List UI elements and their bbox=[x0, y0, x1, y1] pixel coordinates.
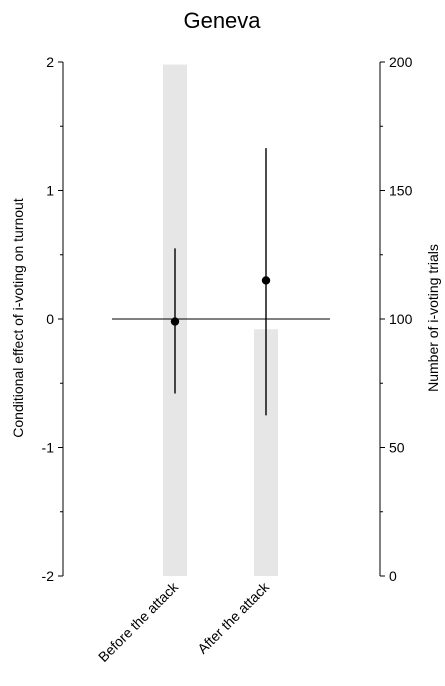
left-tick-label-2: 0 bbox=[46, 311, 54, 327]
left-tick-label-4: 2 bbox=[46, 54, 54, 70]
left-tick-label-3: 1 bbox=[46, 183, 54, 199]
left-tick-label-0: -2 bbox=[42, 568, 55, 584]
chart-title: Geneva bbox=[183, 8, 261, 33]
right-tick-label-4: 200 bbox=[389, 54, 413, 70]
right-tick-label-2: 100 bbox=[389, 311, 413, 327]
category-label-0: Before the attack bbox=[95, 578, 182, 665]
x-tick-labels: Before the attack After the attack bbox=[95, 578, 273, 665]
left-tick-label-1: -1 bbox=[42, 440, 55, 456]
right-tick-label-0: 0 bbox=[389, 568, 397, 584]
right-tick-label-1: 50 bbox=[389, 440, 405, 456]
left-axis: -2 -1 0 1 2 bbox=[42, 54, 64, 584]
right-axis: 0 50 100 150 200 bbox=[379, 54, 413, 584]
bars-layer bbox=[163, 64, 278, 576]
estimate-point-0 bbox=[170, 317, 180, 326]
points-layer bbox=[170, 148, 271, 416]
estimate-point-1 bbox=[261, 276, 271, 285]
category-label-1: After the attack bbox=[194, 578, 273, 657]
right-tick-label-3: 150 bbox=[389, 183, 413, 199]
left-axis-title: Conditional effect of i-voting on turnou… bbox=[10, 198, 26, 438]
right-axis-title: Number of i-voting trials bbox=[425, 244, 441, 392]
